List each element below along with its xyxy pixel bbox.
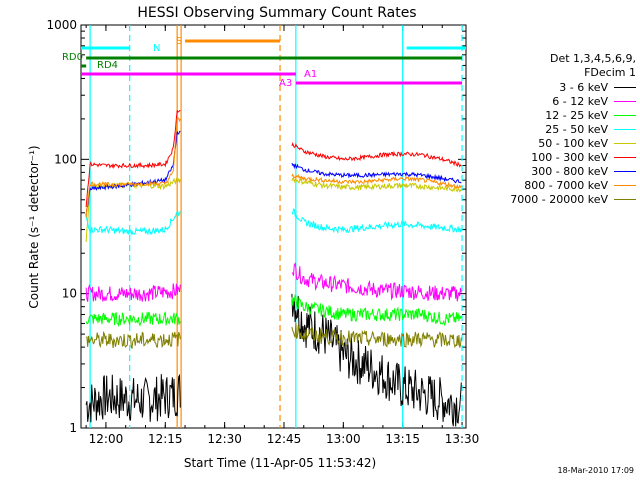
flag-label-a1: A1 xyxy=(304,69,317,80)
legend-entry-label: 6 - 12 keV xyxy=(552,94,608,108)
series-line xyxy=(291,173,462,189)
series-line xyxy=(85,130,181,216)
legend-header-line-1: Det 1,3,4,5,6,9, xyxy=(549,52,636,65)
x-tick-label: 12:00 xyxy=(89,432,124,446)
legend: Det 1,3,4,5,6,9, FDecim 1 3 - 6 keV 6 - 1… xyxy=(478,52,636,206)
flag-label-rd0: RD0 xyxy=(62,52,83,63)
legend-entry-label: 25 - 50 keV xyxy=(545,122,608,136)
legend-swatch xyxy=(614,184,636,186)
legend-swatch xyxy=(614,114,636,116)
series-line xyxy=(85,311,181,328)
series-line xyxy=(291,293,462,327)
legend-swatch xyxy=(614,100,636,102)
x-axis-label: Start Time (11-Apr-05 11:53:42) xyxy=(184,456,376,470)
series-line xyxy=(291,162,462,184)
flag-label-n: N xyxy=(153,43,160,54)
legend-entry: 100 - 300 keV xyxy=(478,150,636,164)
legend-entry-label: 3 - 6 keV xyxy=(559,80,608,94)
series-line xyxy=(85,373,181,423)
x-tick-label: 12:30 xyxy=(207,432,242,446)
y-tick-label: 1 xyxy=(69,421,77,435)
footer-timestamp: 18-Mar-2010 17:09 xyxy=(557,466,635,475)
x-tick-label: 12:45 xyxy=(267,432,302,446)
series-line xyxy=(85,283,181,302)
flag-label-s: S xyxy=(176,36,182,47)
series-line xyxy=(85,109,181,208)
chart-title: HESSI Observing Summary Count Rates xyxy=(137,5,416,21)
series-line xyxy=(85,331,181,350)
legend-entry: 50 - 100 keV xyxy=(478,136,636,150)
legend-entry-label: 100 - 300 keV xyxy=(531,150,608,164)
plot-area: 12:00 12:15 12:30 12:45 13:00 13:15 13:30 1 10 10… xyxy=(46,18,479,446)
legend-swatch xyxy=(614,198,636,200)
x-tick-label: 13:30 xyxy=(445,432,480,446)
legend-entry: 25 - 50 keV xyxy=(478,122,636,136)
legend-entry-label: 800 - 7000 keV xyxy=(524,178,608,192)
series-line xyxy=(291,208,462,235)
legend-swatch xyxy=(614,86,636,88)
legend-entry-label: 50 - 100 keV xyxy=(538,136,608,150)
legend-entry: 6 - 12 keV xyxy=(478,94,636,108)
x-tick-label: 12:15 xyxy=(148,432,183,446)
y-tick-label: 1000 xyxy=(46,18,77,32)
series-line xyxy=(291,322,462,349)
legend-swatch xyxy=(614,156,636,158)
series-line xyxy=(291,293,462,427)
y-tick-label: 10 xyxy=(62,287,77,301)
legend-entry: 7000 - 20000 keV xyxy=(478,192,636,206)
legend-swatch xyxy=(614,170,636,172)
flag-label-rd4: RD4 xyxy=(97,60,118,71)
flag-label-a3: A3 xyxy=(279,78,292,89)
series-line xyxy=(85,117,181,218)
legend-entry: 12 - 25 keV xyxy=(478,108,636,122)
legend-entry-label: 300 - 800 keV xyxy=(531,164,608,178)
y-axis-label: Count Rate (s⁻¹ detector⁻¹) xyxy=(27,145,41,308)
legend-swatch xyxy=(614,128,636,130)
x-tick-label: 13:15 xyxy=(385,432,420,446)
x-tick-label: 13:00 xyxy=(326,432,361,446)
legend-entries: 3 - 6 keV 6 - 12 keV 12 - 25 keV 25 - 50 ke… xyxy=(478,80,636,206)
series-line xyxy=(291,177,462,193)
legend-entry-label: 12 - 25 keV xyxy=(545,108,608,122)
legend-entry-label: 7000 - 20000 keV xyxy=(510,192,608,206)
legend-swatch xyxy=(614,142,636,144)
legend-entry: 800 - 7000 keV xyxy=(478,178,636,192)
series-line xyxy=(291,141,462,168)
legend-entry: 3 - 6 keV xyxy=(478,80,636,94)
y-tick-label: 100 xyxy=(54,152,77,166)
plot-frame xyxy=(80,24,467,429)
legend-entry: 300 - 800 keV xyxy=(478,164,636,178)
legend-header-line-2: FDecim 1 xyxy=(584,66,636,79)
series-line xyxy=(85,210,181,236)
series-line xyxy=(291,262,462,302)
